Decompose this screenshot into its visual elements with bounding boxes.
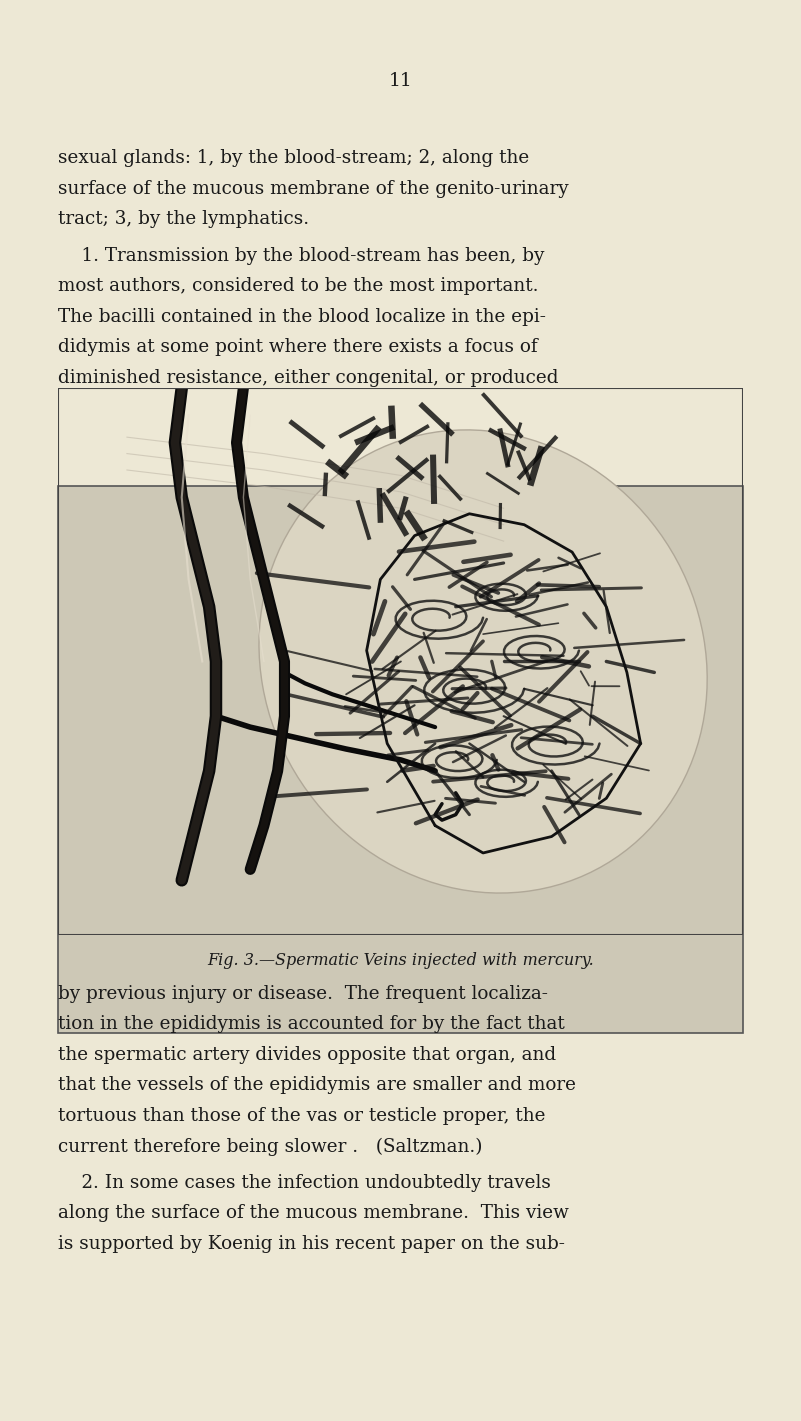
Text: diminished resistance, either congenital, or produced: diminished resistance, either congenital… bbox=[58, 368, 559, 387]
Ellipse shape bbox=[259, 431, 707, 892]
Text: that the vessels of the epididymis are smaller and more: that the vessels of the epididymis are s… bbox=[58, 1077, 577, 1094]
Text: The bacilli contained in the blood localize in the epi-: The bacilli contained in the blood local… bbox=[58, 307, 546, 325]
Bar bbox=[58, 486, 743, 1033]
Text: Fig. 3.—Spermatic Veins injected with mercury.: Fig. 3.—Spermatic Veins injected with me… bbox=[207, 952, 594, 969]
Text: 1. Transmission by the blood-stream has been, by: 1. Transmission by the blood-stream has … bbox=[58, 247, 545, 264]
Text: tract; 3, by the lymphatics.: tract; 3, by the lymphatics. bbox=[58, 210, 310, 229]
Text: is supported by Koenig in his recent paper on the sub-: is supported by Koenig in his recent pap… bbox=[58, 1235, 566, 1253]
Text: along the surface of the mucous membrane.  This view: along the surface of the mucous membrane… bbox=[58, 1204, 570, 1222]
Text: tortuous than those of the vas or testicle proper, the: tortuous than those of the vas or testic… bbox=[58, 1107, 546, 1125]
Text: didymis at some point where there exists a focus of: didymis at some point where there exists… bbox=[58, 338, 538, 357]
Text: surface of the mucous membrane of the genito-urinary: surface of the mucous membrane of the ge… bbox=[58, 179, 569, 198]
Text: current therefore being slower .   (Saltzman.): current therefore being slower . (Saltzm… bbox=[58, 1137, 483, 1155]
Text: sexual glands: 1, by the blood-stream; 2, along the: sexual glands: 1, by the blood-stream; 2… bbox=[58, 149, 529, 168]
Text: 2. In some cases the infection undoubtedly travels: 2. In some cases the infection undoubted… bbox=[58, 1174, 551, 1192]
Text: tion in the epididymis is accounted for by the fact that: tion in the epididymis is accounted for … bbox=[58, 1016, 566, 1033]
Text: by previous injury or disease.  The frequent localiza-: by previous injury or disease. The frequ… bbox=[58, 985, 549, 1003]
Text: most authors, considered to be the most important.: most authors, considered to be the most … bbox=[58, 277, 539, 296]
Text: the spermatic artery divides opposite that organ, and: the spermatic artery divides opposite th… bbox=[58, 1046, 557, 1064]
Text: 11: 11 bbox=[388, 72, 413, 90]
